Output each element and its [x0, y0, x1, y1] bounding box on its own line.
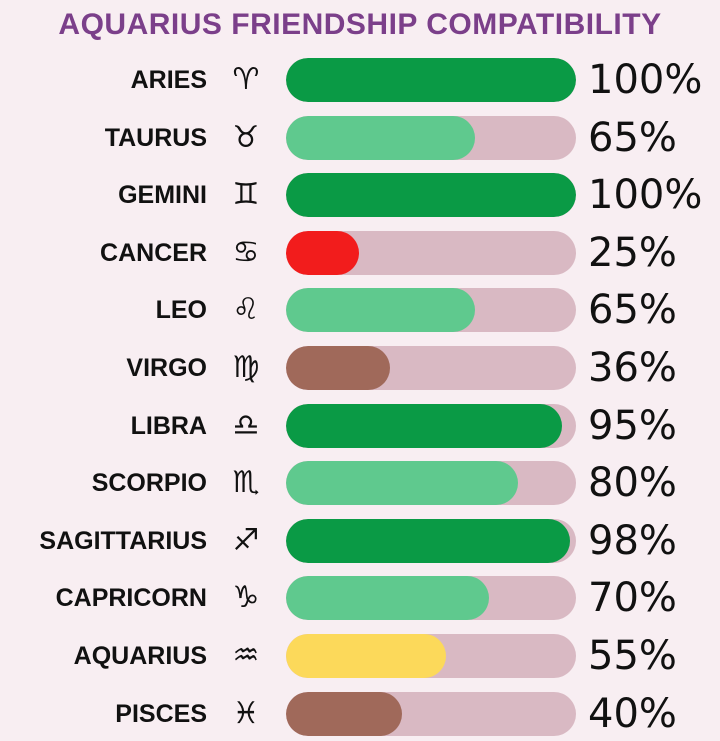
bar-track [286, 518, 576, 563]
bar-row-leo: LEO ♌︎ 65% [0, 287, 720, 333]
bar [286, 518, 571, 563]
libra-symbol-icon: ♎︎ [232, 407, 260, 443]
bar-row-capricorn: CAPRICORN ♑︎ 70% [0, 575, 720, 621]
scorpio-symbol-icon: ♏︎ [232, 465, 260, 501]
category-label: SAGITTARIUS [39, 526, 207, 555]
chart-title: AQUARIUS FRIENDSHIP COMPATIBILITY [58, 8, 662, 41]
data-label: 80% [588, 460, 677, 507]
data-label: 25% [588, 229, 677, 276]
category-label: CAPRICORN [55, 584, 207, 613]
category-label: PISCES [115, 699, 207, 728]
bar [286, 230, 359, 275]
bar-track [286, 461, 576, 506]
bar-track [286, 58, 576, 102]
bar-track [286, 115, 576, 160]
data-label: 55% [588, 633, 677, 679]
category-label: VIRGO [126, 354, 207, 382]
data-label: 65% [588, 287, 677, 334]
category-label: ARIES [130, 66, 207, 94]
bar-track [286, 288, 576, 333]
gemini-symbol-icon: ♊︎ [232, 177, 260, 213]
taurus-symbol-icon: ♉︎ [232, 119, 260, 155]
aries-symbol-icon: ♈︎ [232, 62, 260, 97]
data-label: 65% [588, 114, 677, 161]
bar-row-cancer: CANCER ♋︎ 25% [0, 230, 720, 276]
bar [286, 58, 576, 102]
sagittarius-symbol-icon: ♐︎ [232, 522, 260, 558]
category-label: AQUARIUS [73, 642, 207, 670]
cancer-symbol-icon: ♋︎ [232, 234, 260, 270]
bar [286, 173, 576, 218]
bar-track [286, 403, 576, 448]
bar-track [286, 173, 576, 218]
category-label: LIBRA [130, 411, 207, 440]
bar-row-scorpio: SCORPIO ♏︎ 80% [0, 460, 720, 506]
virgo-symbol-icon: ♍︎ [232, 350, 260, 385]
bar [286, 346, 391, 390]
bar [286, 576, 489, 621]
bar-row-aries: ARIES ♈︎ 100% [0, 57, 720, 103]
category-label: GEMINI [118, 181, 207, 210]
bar-row-libra: LIBRA ♎︎ 95% [0, 403, 720, 449]
category-label: LEO [155, 296, 207, 325]
data-label: 100% [588, 57, 703, 103]
category-label: SCORPIO [91, 469, 207, 498]
data-label: 95% [588, 402, 677, 449]
bar-row-pisces: PISCES ♓︎ 40% [0, 691, 720, 737]
pisces-symbol-icon: ♓︎ [232, 695, 260, 731]
bar-row-sagittarius: SAGITTARIUS ♐︎ 98% [0, 518, 720, 564]
bar-row-virgo: VIRGO ♍︎ 36% [0, 345, 720, 391]
data-label: 36% [588, 345, 677, 391]
capricorn-symbol-icon: ♑︎ [232, 580, 260, 616]
data-label: 98% [588, 517, 677, 564]
bar-row-taurus: TAURUS ♉︎ 65% [0, 115, 720, 161]
bar-track [286, 576, 576, 621]
bar [286, 115, 475, 160]
bar-track [286, 346, 576, 390]
bar-track [286, 230, 576, 275]
bar-row-gemini: GEMINI ♊︎ 100% [0, 172, 720, 218]
bar [286, 691, 402, 736]
bar [286, 634, 446, 678]
bar-track [286, 634, 576, 678]
category-label: TAURUS [104, 123, 207, 152]
bar [286, 403, 562, 448]
aquarius-symbol-icon: ♒︎ [232, 638, 260, 673]
data-label: 70% [588, 575, 677, 622]
leo-symbol-icon: ♌︎ [232, 292, 260, 328]
bar [286, 288, 475, 333]
category-label: CANCER [100, 238, 207, 267]
bar-track [286, 691, 576, 736]
bar [286, 461, 518, 506]
bar-row-aquarius: AQUARIUS ♒︎ 55% [0, 633, 720, 679]
data-label: 100% [588, 172, 703, 219]
data-label: 40% [588, 690, 677, 737]
